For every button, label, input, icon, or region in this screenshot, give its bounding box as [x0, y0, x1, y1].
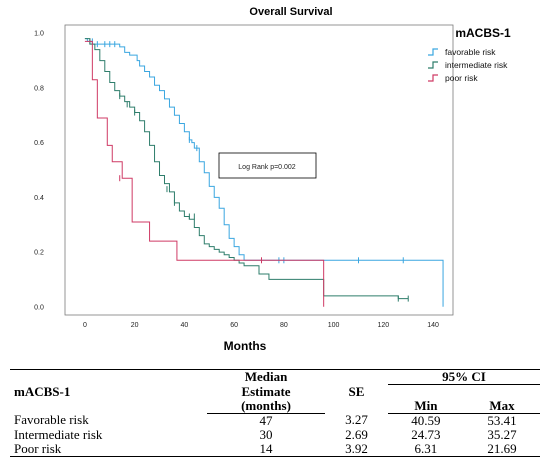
row-median: 47 [259, 412, 273, 428]
legend: favorable risk intermediate risk poor risk [428, 47, 508, 83]
series-line-2 [84, 40, 325, 307]
table-header-max: Max [463, 398, 540, 414]
table-header-se: SE [325, 369, 388, 413]
x-tick-label: 0 [83, 322, 87, 329]
y-axis-ticks: 0.0 0.2 0.4 0.6 0.8 1.0 [34, 31, 44, 312]
y-tick-label: 1.0 [34, 31, 44, 38]
chart-title: Overall Survival [249, 6, 332, 18]
y-tick-label: 0.8 [34, 85, 44, 92]
table-header-ci: 95% CI [387, 369, 540, 385]
legend-label: intermediate risk [445, 60, 508, 70]
table-row: Poor risk 14 3.92 6.31 21.69 [10, 441, 540, 457]
chart-subtitle: mACBS-1 [455, 26, 511, 40]
x-axis-ticks: 0 20 40 60 80 100 120 140 [83, 322, 439, 329]
survival-chart: Overall Survival mACBS-1 0.0 0.2 0.4 0.6 0.8… [34, 6, 511, 353]
row-se: 3.27 [345, 412, 368, 428]
row-group: Poor risk [10, 441, 207, 457]
legend-label: poor risk [445, 73, 478, 83]
x-tick-label: 60 [230, 322, 238, 329]
table-header-min: Min [387, 398, 464, 414]
y-tick-label: 0.4 [34, 195, 44, 202]
legend-swatch [428, 48, 438, 56]
legend-swatch [428, 74, 438, 82]
row-max: 35.27 [487, 426, 517, 442]
plot-frame [64, 24, 454, 316]
row-min: 24.73 [411, 426, 441, 442]
table-row: Favorable risk 47 3.27 40.59 53.41 [10, 413, 540, 428]
legend-swatch [428, 61, 438, 69]
row-se: 3.92 [325, 441, 388, 457]
table-header-median-3: (months) [206, 398, 326, 414]
row-se: 2.69 [345, 426, 368, 442]
legend-label: favorable risk [445, 47, 496, 57]
row-group: Favorable risk [14, 412, 89, 428]
y-tick-label: 0.6 [34, 140, 44, 147]
logrank-annotation: Log Rank p=0.002 [238, 164, 296, 171]
y-tick-label: 0.0 [34, 304, 44, 311]
row-median: 14 [206, 441, 326, 457]
row-group: Intermediate risk [14, 426, 103, 442]
x-axis-label: Months [224, 339, 267, 353]
y-tick-label: 0.2 [34, 250, 44, 257]
x-tick-label: 80 [280, 322, 288, 329]
series-line-0 [84, 38, 444, 307]
x-tick-label: 140 [427, 322, 439, 329]
x-tick-label: 20 [131, 322, 139, 329]
row-max: 21.69 [463, 441, 540, 457]
x-tick-label: 40 [180, 322, 188, 329]
row-max: 53.41 [487, 412, 517, 428]
table-header-group: mACBS-1 [10, 369, 207, 413]
median-survival-table: mACBS-1 Median SE 95% CI Estimate (month… [10, 369, 540, 457]
logrank-box [218, 152, 317, 179]
table-header-median-1: Median [206, 369, 326, 385]
x-tick-label: 100 [328, 322, 340, 329]
survival-curves [84, 38, 444, 307]
row-min: 6.31 [387, 441, 464, 457]
row-median: 30 [259, 426, 273, 442]
table-header-median-2: Estimate [241, 383, 291, 399]
table-row: Intermediate risk 30 2.69 24.73 35.27 [10, 426, 540, 442]
row-min: 40.59 [411, 412, 441, 428]
x-tick-label: 120 [378, 322, 390, 329]
